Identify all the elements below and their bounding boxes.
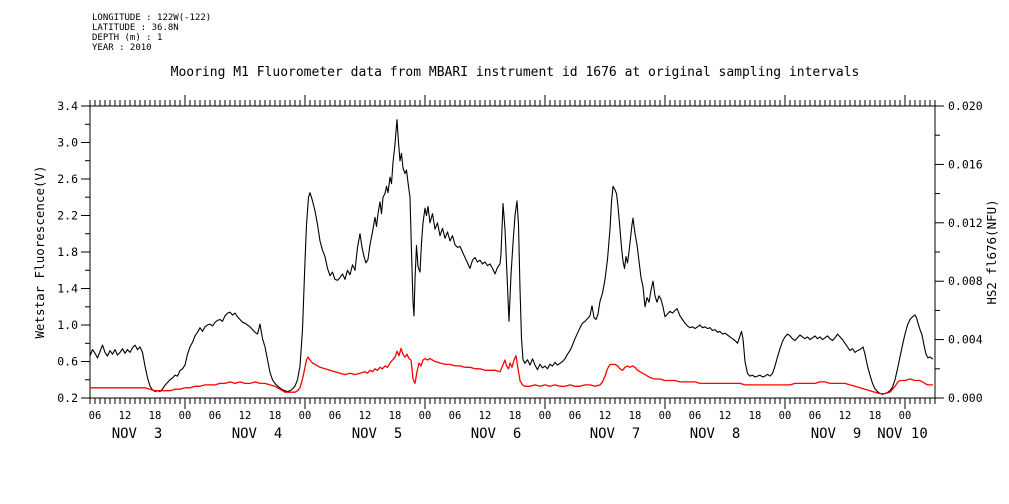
y-left-tick-label: 2.6: [57, 172, 78, 186]
x-hour-label: 18: [269, 410, 282, 422]
x-hour-label: 06: [809, 410, 822, 422]
y-left-tick-label: 1.4: [57, 282, 78, 296]
y-left-axis-title: Wetstar Fluorescence(V): [32, 165, 47, 338]
metadata-year: YEAR : 2010: [92, 43, 152, 53]
metadata-depth: DEPTH (m) : 1: [92, 33, 162, 43]
chart-generated-layer: 0.20.61.01.41.82.22.63.03.40.0000.0040.0…: [57, 95, 983, 442]
y-left-ticks: 0.2 0.6 1.0 1.4 1.8 2.2 2.6 3.0 3.4: [57, 99, 90, 405]
x-day-label: NOV 7: [590, 426, 641, 442]
x-day-label: NOV 3: [112, 426, 163, 442]
x-hour-label: 18: [869, 410, 882, 422]
x-hour-label: 12: [119, 410, 132, 422]
x-hour-label: 18: [389, 410, 402, 422]
series-hs2-fl676: [89, 347, 934, 395]
x-hour-label: 00: [899, 410, 912, 422]
x-hour-label: 00: [779, 410, 792, 422]
x-hour-label: 00: [179, 410, 192, 422]
x-hour-label: 18: [629, 410, 642, 422]
x-day-label: NOV 9: [811, 426, 862, 442]
x-hour-label: 18: [749, 410, 762, 422]
y-right-tick-label: 0.016: [948, 157, 983, 171]
x-hour-label: 00: [299, 410, 312, 422]
chart-title: Mooring M1 Fluorometer data from MBARI i…: [171, 65, 860, 80]
x-day-label: NOV 8: [690, 426, 741, 442]
x-hour-label: 00: [419, 410, 432, 422]
series-layer-1: [89, 347, 934, 395]
metadata-longitude: LONGITUDE : 122W(-122): [92, 13, 211, 23]
x-hour-label: 18: [149, 410, 162, 422]
x-hour-label: 06: [329, 410, 342, 422]
y-left-tick-label: 1.8: [57, 245, 78, 259]
y-left-tick-label: 1.0: [57, 318, 78, 332]
metadata-latitude: LATITUDE : 36.8N: [92, 23, 179, 33]
y-left-tick-label: 2.2: [57, 209, 78, 223]
x-hour-labels: 06 12 18 00 06 12 18 00 06 12 18 00 06 12 18 00 06 12 18 00…: [89, 410, 912, 422]
y-left-tick-label: 0.2: [57, 391, 78, 405]
series-layer-0: [89, 119, 934, 395]
y-right-tick-label: 0.000: [948, 391, 983, 405]
x-hour-label: 06: [449, 410, 462, 422]
x-day-label: NOV 4: [232, 426, 283, 442]
x-hour-label: 12: [479, 410, 492, 422]
x-day-label: NOV 6: [471, 426, 522, 442]
y-right-tick-label: 0.012: [948, 216, 983, 230]
x-day-labels: NOV 3 NOV 4 NOV 5 NOV 6 NOV 7 NOV 8 NOV 9 NOV 1…: [112, 426, 928, 442]
x-hour-label: 12: [719, 410, 732, 422]
x-hour-label: 06: [89, 410, 102, 422]
y-right-ticks: 0.000 0.004 0.008 0.012 0.016 0.020: [935, 99, 983, 405]
y-left-tick-label: 3.4: [57, 99, 78, 113]
x-hour-label: 06: [689, 410, 702, 422]
x-day-label: NOV 10: [877, 426, 928, 442]
x-hour-label: 12: [359, 410, 372, 422]
x-hour-label: 12: [239, 410, 252, 422]
y-right-tick-label: 0.020: [948, 99, 983, 113]
x-hour-label: 06: [209, 410, 222, 422]
x-hour-label: 18: [509, 410, 522, 422]
y-left-tick-label: 0.6: [57, 355, 78, 369]
x-hour-label: 00: [659, 410, 672, 422]
y-right-tick-label: 0.008: [948, 274, 983, 288]
y-right-tick-label: 0.004: [948, 333, 983, 347]
x-hour-label: 06: [569, 410, 582, 422]
series-wetstar-fluorescence: [89, 119, 934, 395]
metadata-block: LONGITUDE : 122W(-122) LATITUDE : 36.8N …: [92, 13, 211, 53]
x-hour-label: 12: [839, 410, 852, 422]
y-right-axis-title: HS2 fl676(NFU): [984, 199, 999, 304]
x-hour-label: 12: [599, 410, 612, 422]
x-day-label: NOV 5: [352, 426, 403, 442]
x-axis-ticks: [89, 95, 936, 409]
y-left-tick-label: 3.0: [57, 136, 78, 150]
x-hour-label: 00: [539, 410, 552, 422]
